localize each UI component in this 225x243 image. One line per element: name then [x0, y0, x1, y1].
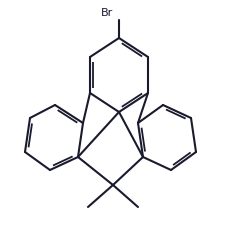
Text: Br: Br — [100, 8, 113, 18]
Text: Br: Br — [100, 8, 113, 18]
